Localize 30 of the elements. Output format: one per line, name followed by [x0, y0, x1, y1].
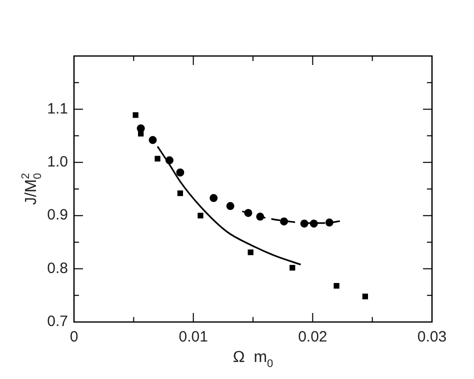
point — [177, 190, 184, 196]
point — [256, 212, 264, 221]
x-tick-label: 0.02 — [298, 328, 328, 346]
point — [290, 264, 296, 271]
y-tick-label: 0.7 — [47, 313, 68, 330]
x-tick-label: 0.03 — [417, 328, 447, 346]
point — [154, 156, 160, 162]
point — [176, 168, 184, 177]
point — [244, 208, 252, 217]
point — [334, 282, 340, 289]
point — [248, 249, 254, 256]
x-tick-label: 0.01 — [178, 328, 208, 346]
point — [132, 112, 138, 118]
y-tick-label: 1.0 — [47, 154, 68, 171]
point — [198, 212, 204, 218]
point — [165, 156, 174, 164]
x-tick-label: 0 — [70, 328, 78, 346]
y-tick-label: 0.8 — [47, 260, 68, 277]
point — [138, 130, 144, 136]
point — [210, 194, 218, 202]
point — [280, 217, 288, 226]
y-axis-title: J/M02 — [20, 173, 44, 205]
point — [226, 202, 234, 210]
point — [148, 136, 157, 144]
y-tick-label: 0.9 — [47, 206, 68, 224]
y-tick-label: 1.1 — [47, 100, 68, 118]
point — [310, 220, 318, 228]
point — [362, 294, 368, 300]
point — [300, 220, 308, 228]
point — [325, 218, 334, 227]
